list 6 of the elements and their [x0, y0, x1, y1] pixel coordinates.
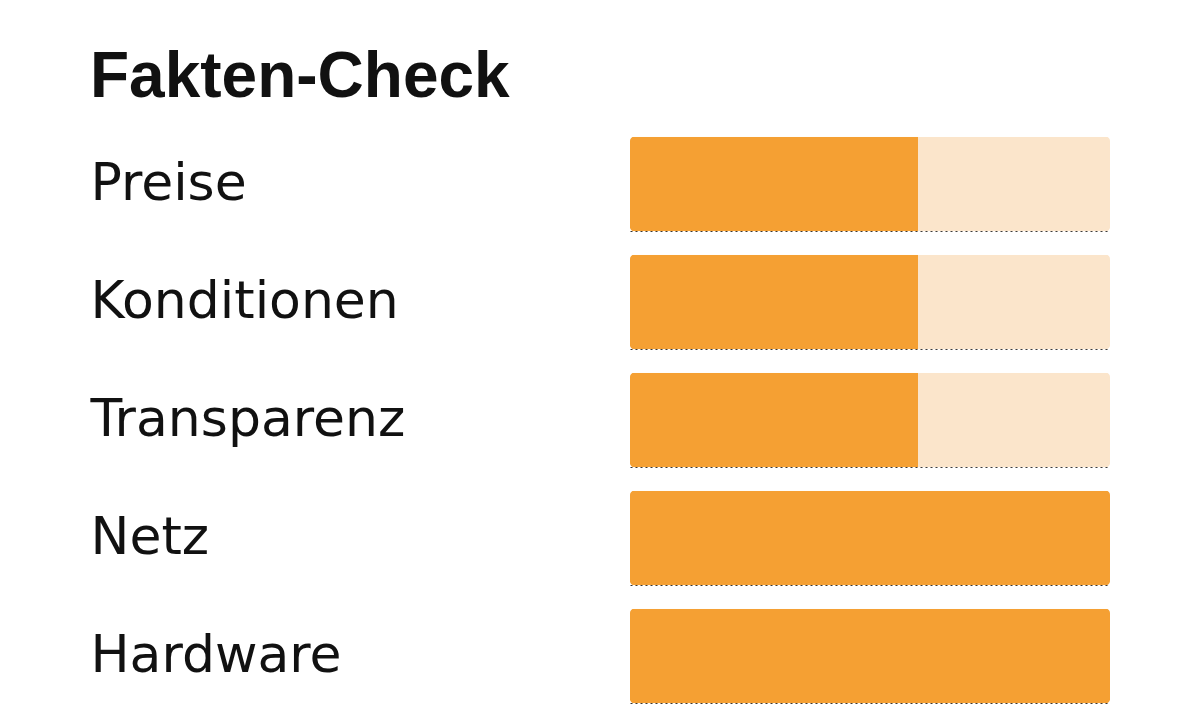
- chart-title: Fakten-Check: [90, 39, 511, 111]
- y-tick-label: Hardware: [90, 624, 342, 684]
- y-tick-label: Preise: [90, 152, 247, 212]
- y-tick-label: Netz: [90, 506, 210, 566]
- y-tick-label: Transparenz: [89, 388, 406, 448]
- y-tick-label: Konditionen: [90, 270, 399, 330]
